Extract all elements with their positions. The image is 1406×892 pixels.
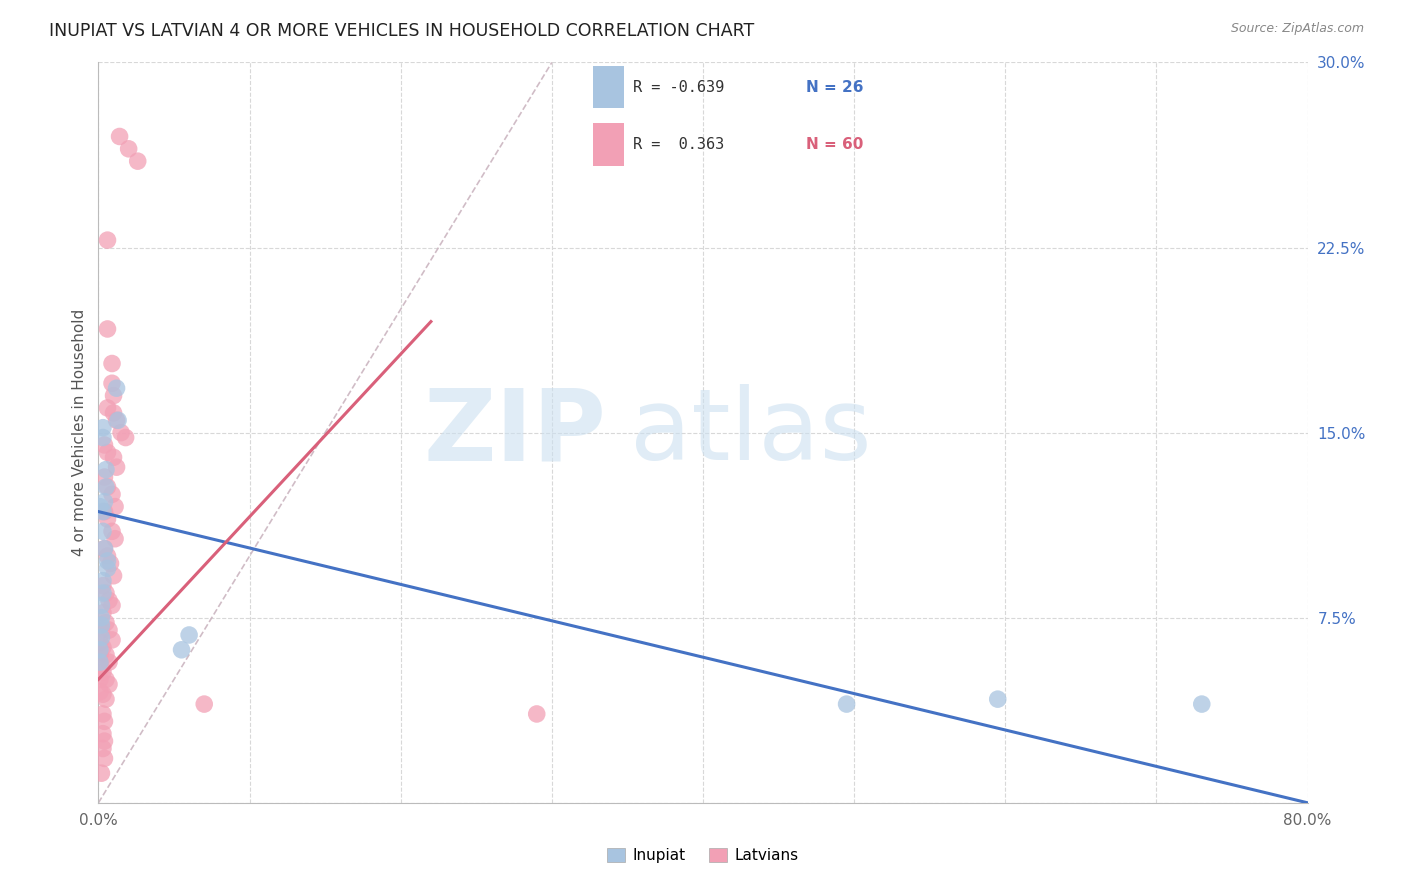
Point (93, 714, 115, 729)
Point (105, 460, 128, 475)
Point (96, 512, 118, 526)
Point (91, 640, 114, 655)
Point (114, 431, 136, 445)
Point (105, 413, 128, 427)
Point (101, 632, 124, 647)
Point (96, 554, 118, 568)
Point (127, 154, 149, 169)
Point (89, 635, 111, 649)
Point (107, 413, 129, 427)
Point (96, 233, 118, 247)
Point (93, 751, 115, 765)
Point (101, 599, 124, 613)
Point (91, 586, 114, 600)
Point (110, 425, 132, 440)
Text: Source: ZipAtlas.com: Source: ZipAtlas.com (1230, 22, 1364, 36)
Point (103, 568, 125, 582)
Point (91, 505, 114, 519)
Point (90, 660, 112, 674)
Point (94, 586, 117, 600)
Point (103, 406, 125, 420)
Point (93, 541, 115, 556)
Point (101, 357, 124, 371)
Point (104, 532, 127, 546)
Point (103, 388, 125, 402)
Text: R =  0.363: R = 0.363 (633, 137, 724, 153)
Point (103, 450, 125, 465)
Point (90, 618, 112, 632)
Text: ZIP: ZIP (423, 384, 606, 481)
Point (89, 648, 111, 662)
Point (96, 445, 118, 459)
Point (104, 500, 127, 514)
Point (91, 606, 114, 620)
Text: INUPIAT VS LATVIAN 4 OR MORE VEHICLES IN HOUSEHOLD CORRELATION CHART: INUPIAT VS LATVIAN 4 OR MORE VEHICLES IN… (49, 22, 755, 40)
Point (91, 687, 114, 701)
Point (193, 697, 215, 711)
Point (987, 692, 1010, 706)
Point (91, 665, 114, 679)
Point (96, 561, 118, 575)
Point (100, 557, 122, 571)
Point (835, 697, 858, 711)
Point (98, 677, 121, 691)
Point (94, 480, 117, 494)
Point (90, 623, 112, 637)
Point (89, 500, 111, 514)
Point (1191, 697, 1213, 711)
Point (96, 549, 118, 563)
Point (105, 381, 128, 395)
Point (98, 593, 121, 607)
Point (93, 734, 115, 748)
Point (90, 610, 112, 624)
Point (89, 642, 111, 657)
Point (89, 673, 111, 687)
Point (118, 142, 141, 156)
Point (91, 727, 114, 741)
Point (96, 401, 118, 415)
Point (94, 648, 117, 662)
Y-axis label: 4 or more Vehicles in Household: 4 or more Vehicles in Household (72, 309, 87, 557)
Text: N = 60: N = 60 (806, 137, 863, 153)
Point (91, 431, 114, 445)
Point (90, 599, 112, 613)
Point (526, 706, 548, 721)
Point (91, 524, 114, 539)
Point (91, 574, 114, 588)
Point (90, 631, 112, 645)
Point (91, 420, 114, 434)
Point (108, 129, 131, 144)
Point (93, 470, 115, 484)
Point (101, 376, 124, 391)
Point (93, 541, 115, 556)
Point (94, 673, 117, 687)
Point (91, 741, 114, 756)
Bar (593, 123, 624, 166)
Point (90, 766, 112, 780)
Bar (593, 66, 624, 109)
Point (89, 685, 111, 699)
Point (101, 487, 124, 501)
Point (91, 579, 114, 593)
Text: atlas: atlas (630, 384, 872, 481)
Point (170, 642, 193, 657)
Point (94, 692, 117, 706)
Point (94, 462, 117, 476)
Text: N = 26: N = 26 (806, 79, 863, 95)
Point (94, 615, 117, 630)
Point (91, 706, 114, 721)
Point (179, 628, 201, 642)
Text: R = -0.639: R = -0.639 (633, 79, 724, 95)
Point (93, 438, 115, 452)
Legend: Inupiat, Latvians: Inupiat, Latvians (600, 842, 806, 869)
Point (98, 623, 121, 637)
Point (96, 322, 118, 336)
Point (89, 655, 111, 669)
Point (96, 480, 118, 494)
Point (101, 524, 124, 539)
Point (93, 494, 115, 508)
Point (98, 655, 121, 669)
Point (93, 505, 115, 519)
